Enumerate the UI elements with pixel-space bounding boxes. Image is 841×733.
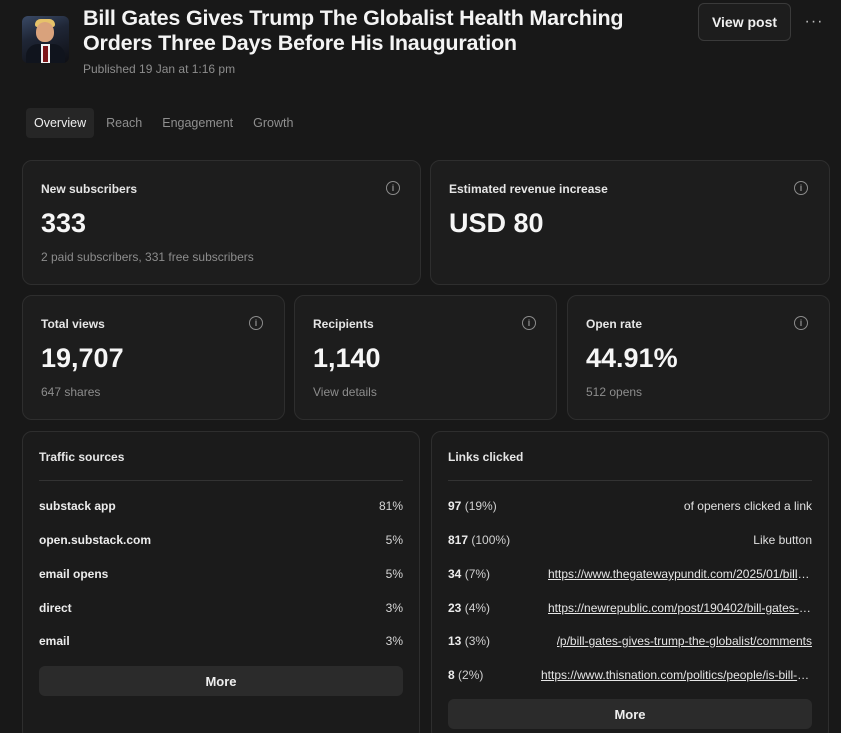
new-subscribers-card: New subscribers i 333 2 paid subscribers… xyxy=(22,160,421,285)
card-label: Open rate xyxy=(586,317,643,331)
info-icon[interactable]: i xyxy=(249,316,263,330)
published-date: Published 19 Jan at 1:16 pm xyxy=(83,62,236,76)
panel-title: Links clicked xyxy=(448,450,524,464)
card-label: Total views xyxy=(41,317,105,331)
click-count: 8 (2%) xyxy=(448,668,484,682)
list-item: open.substack.com 5% xyxy=(39,530,403,550)
more-options-icon[interactable]: ··· xyxy=(804,13,824,30)
divider xyxy=(448,480,812,481)
list-item: 97 (19%) of openers clicked a link xyxy=(448,496,812,516)
open-rate-card: Open rate i 44.91% 512 opens xyxy=(567,295,830,420)
click-count: 34 (7%) xyxy=(448,567,491,581)
card-label: Recipients xyxy=(313,317,374,331)
list-item: 13 (3%) /p/bill-gates-gives-trump-the-gl… xyxy=(448,631,812,651)
list-item: 23 (4%) https://newrepublic.com/post/190… xyxy=(448,598,812,618)
source-percent: 5% xyxy=(385,567,403,581)
tab-overview[interactable]: Overview xyxy=(26,108,95,138)
link-description: Like button xyxy=(753,533,812,547)
view-details-link[interactable]: View details xyxy=(313,385,377,399)
traffic-sources-panel: Traffic sources substack app 81% open.su… xyxy=(22,431,420,733)
click-count: 97 (19%) xyxy=(448,499,497,513)
recipients-card: Recipients i 1,140 View details xyxy=(294,295,557,420)
list-item: email opens 5% xyxy=(39,564,403,584)
tab-bar: Overview Reach Engagement Growth xyxy=(26,108,301,138)
card-subtext: 2 paid subscribers, 331 free subscribers xyxy=(41,250,254,264)
click-count: 817 (100%) xyxy=(448,533,511,547)
source-name: email xyxy=(39,634,70,648)
info-icon[interactable]: i xyxy=(794,181,808,195)
list-item: email 3% xyxy=(39,631,403,651)
link-description: of openers clicked a link xyxy=(683,499,812,513)
card-value: 44.91% xyxy=(586,343,678,373)
tab-reach[interactable]: Reach xyxy=(106,116,143,130)
card-value: 19,707 xyxy=(41,343,124,373)
list-item: direct 3% xyxy=(39,598,403,618)
post-header: Bill Gates Gives Trump The Globalist Hea… xyxy=(22,3,832,86)
clicked-link[interactable]: https://newrepublic.com/post/190402/bill… xyxy=(548,601,812,615)
list-item: 8 (2%) https://www.thisnation.com/politi… xyxy=(448,665,812,685)
post-title: Bill Gates Gives Trump The Globalist Hea… xyxy=(83,6,624,55)
list-item: 34 (7%) https://www.thegatewaypundit.com… xyxy=(448,564,812,584)
source-percent: 3% xyxy=(385,601,403,615)
card-value: 1,140 xyxy=(313,343,381,373)
links-more-button[interactable]: More xyxy=(448,699,812,729)
clicked-link[interactable]: https://www.thegatewaypundit.com/2025/01… xyxy=(548,567,812,581)
source-percent: 5% xyxy=(385,533,403,547)
traffic-more-button[interactable]: More xyxy=(39,666,403,696)
card-value: USD 80 xyxy=(449,208,544,238)
post-thumbnail xyxy=(22,16,69,63)
tab-growth[interactable]: Growth xyxy=(253,116,294,130)
card-subtext: 647 shares xyxy=(41,385,101,399)
list-item: substack app 81% xyxy=(39,496,403,516)
click-count: 13 (3%) xyxy=(448,634,491,648)
revenue-card: Estimated revenue increase i USD 80 xyxy=(430,160,830,285)
source-name: email opens xyxy=(39,567,109,581)
card-label: Estimated revenue increase xyxy=(449,182,608,196)
view-post-button[interactable]: View post xyxy=(698,3,791,41)
source-name: open.substack.com xyxy=(39,533,152,547)
tab-engagement[interactable]: Engagement xyxy=(162,116,234,130)
info-icon[interactable]: i xyxy=(794,316,808,330)
info-icon[interactable]: i xyxy=(386,181,400,195)
source-percent: 3% xyxy=(385,634,403,648)
source-name: direct xyxy=(39,601,72,615)
panel-title: Traffic sources xyxy=(39,450,125,464)
clicked-link[interactable]: https://www.thisnation.com/politics/peop… xyxy=(541,668,812,682)
info-icon[interactable]: i xyxy=(522,316,536,330)
card-label: New subscribers xyxy=(41,182,138,196)
links-clicked-panel: Links clicked 97 (19%) of openers clicke… xyxy=(431,431,829,733)
click-count: 23 (4%) xyxy=(448,601,491,615)
divider xyxy=(39,480,403,481)
source-percent: 81% xyxy=(378,499,403,513)
total-views-card: Total views i 19,707 647 shares xyxy=(22,295,285,420)
list-item: 817 (100%) Like button xyxy=(448,530,812,550)
card-subtext: 512 opens xyxy=(586,385,643,399)
source-name: substack app xyxy=(39,499,116,513)
clicked-link[interactable]: /p/bill-gates-gives-trump-the-globalist/… xyxy=(556,634,812,648)
card-value: 333 xyxy=(41,208,87,238)
